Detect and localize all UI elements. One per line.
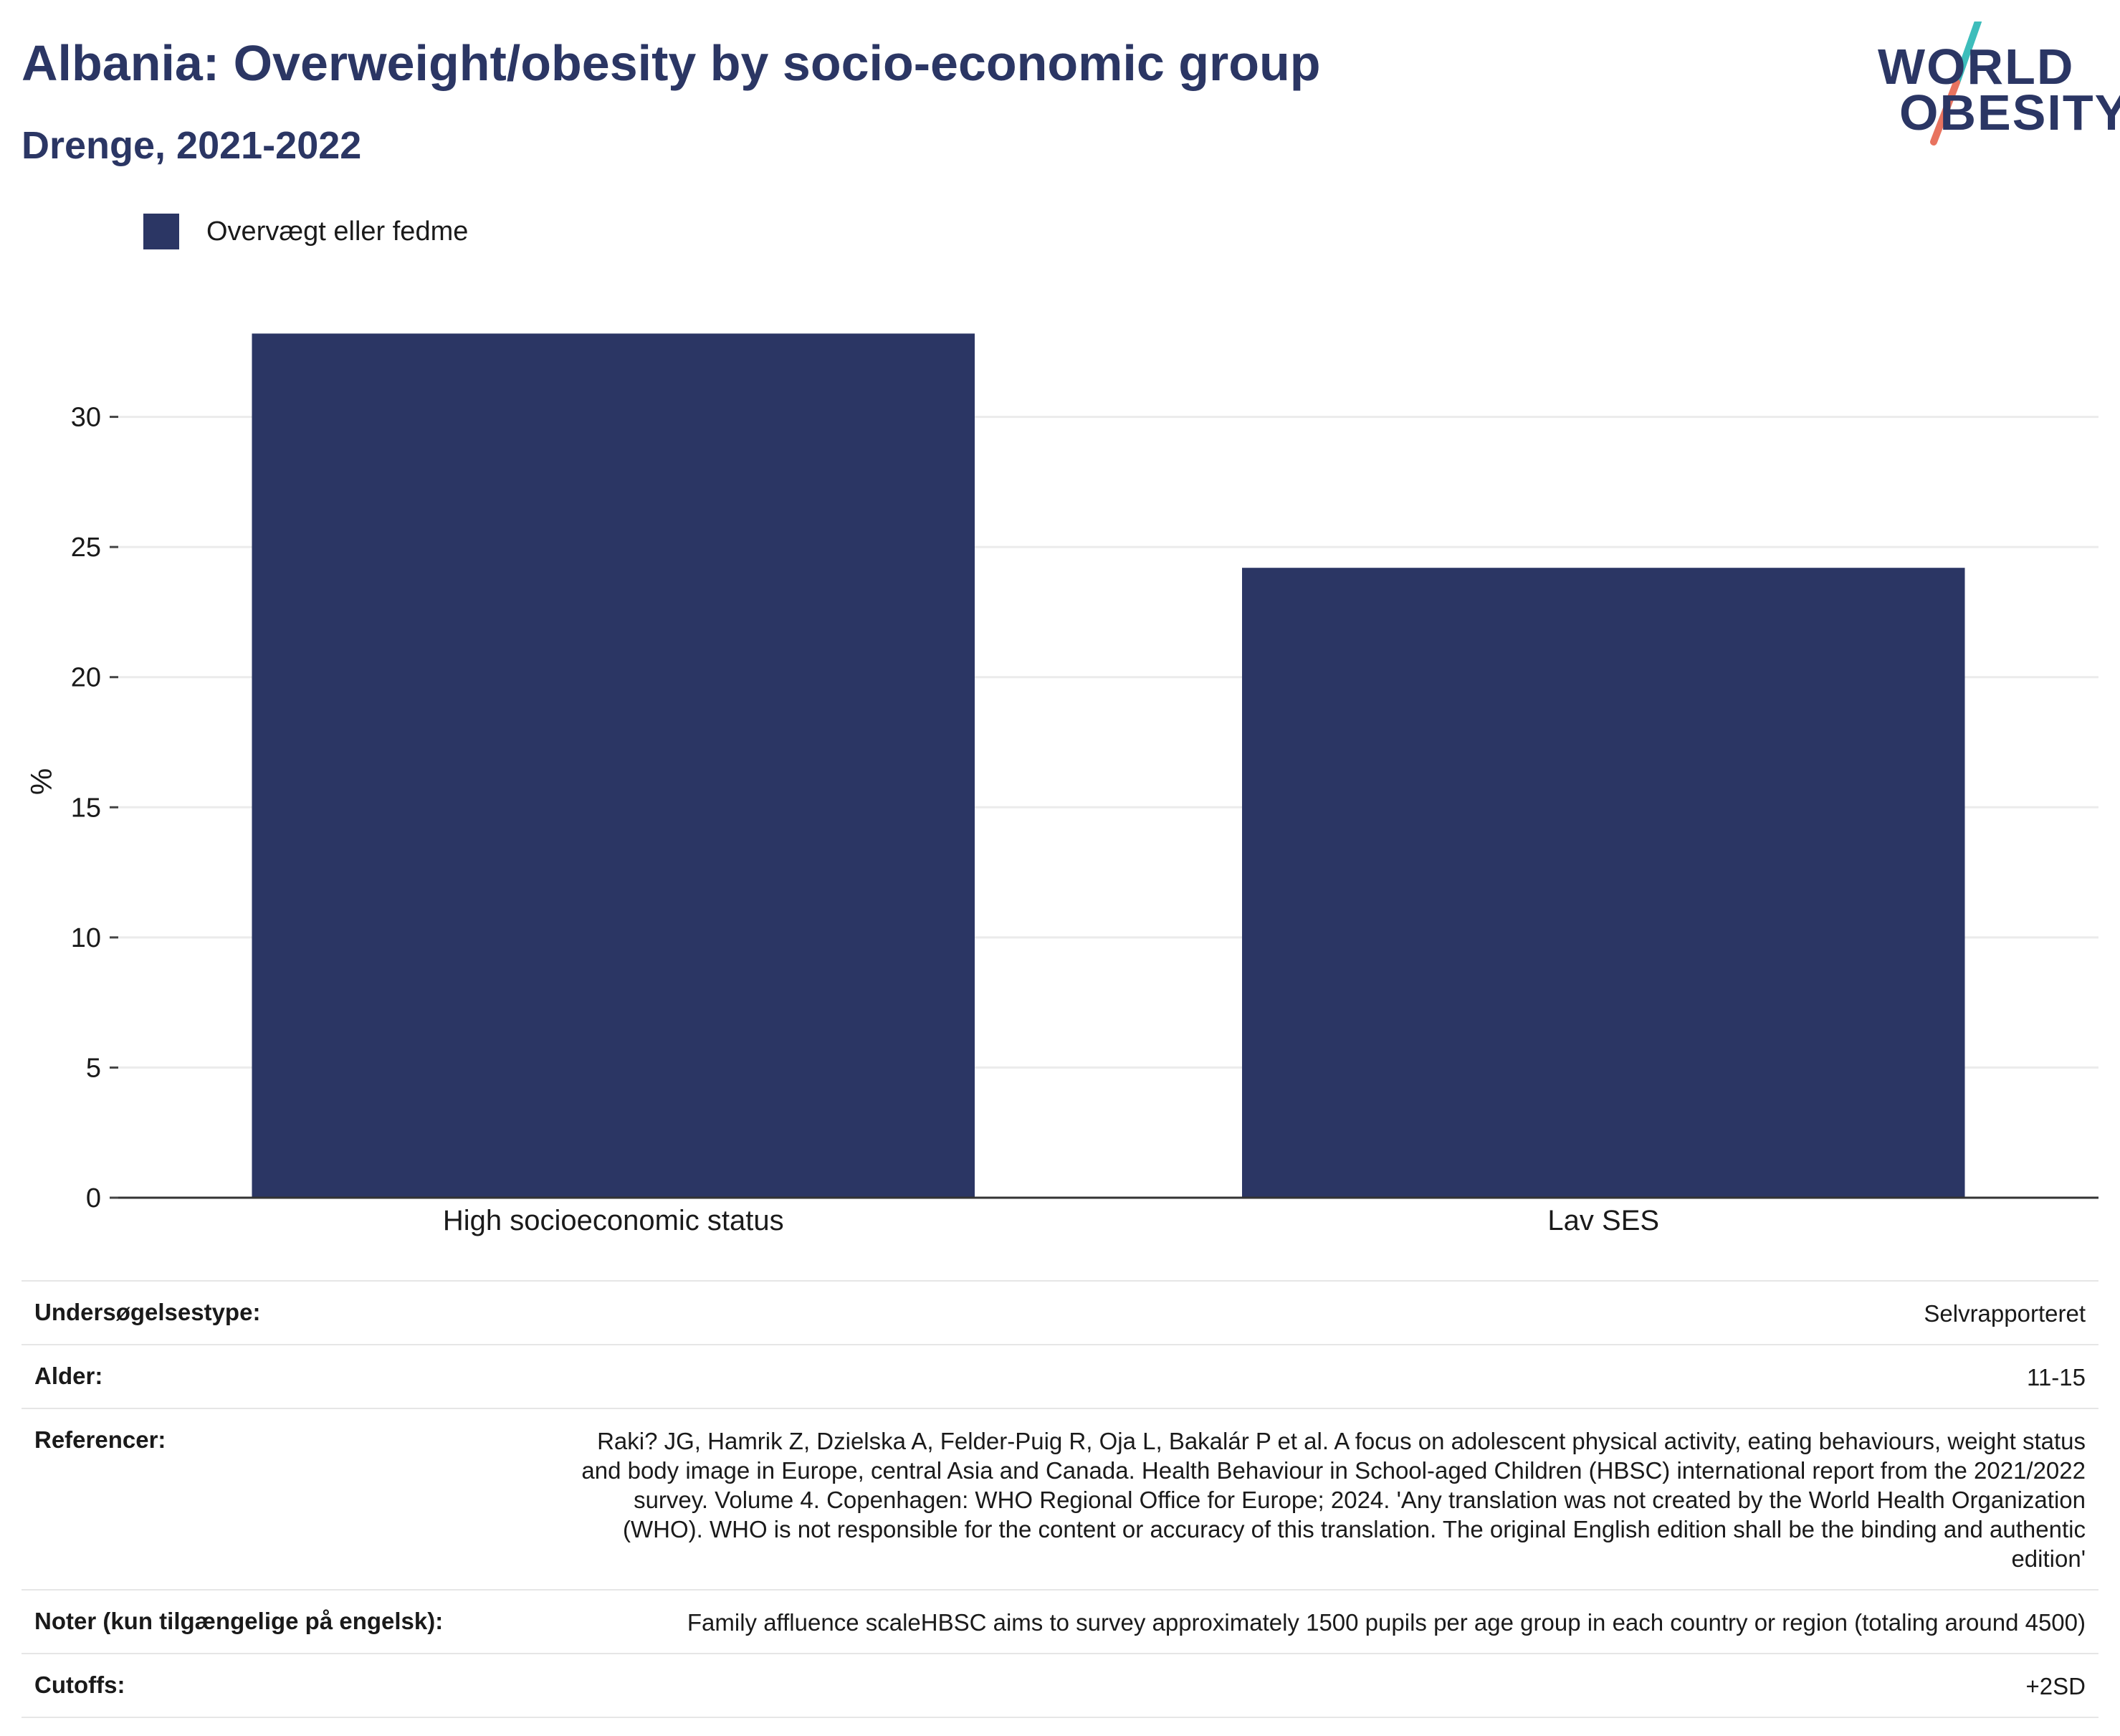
- y-tick-label: 25: [71, 533, 101, 563]
- legend-label: Overvægt eller fedme: [206, 216, 469, 247]
- legend-swatch: [143, 214, 179, 249]
- x-tick-label: Lav SES: [1547, 1205, 1659, 1236]
- metadata-key: Alder:: [34, 1363, 103, 1389]
- y-axis-label: %: [24, 768, 58, 795]
- world-obesity-logo: WORLD OBESITY: [1871, 22, 2120, 151]
- metadata-row: Noter (kun tilgængelige på engelsk): Fami…: [22, 1589, 2098, 1653]
- bar: [1242, 568, 1965, 1198]
- y-tick-label: 10: [71, 923, 101, 953]
- bar: [252, 333, 975, 1198]
- bar-chart: 0 5 10 15 20 25 30% High socioeconomic status La…: [24, 333, 2098, 1236]
- metadata-key: Referencer:: [34, 1426, 166, 1453]
- chart-title: Albania: Overweight/obesity by socio-eco…: [22, 35, 1321, 91]
- metadata-table: Undersøgelsestype: Selvrapporteret Alder: 1…: [22, 1280, 2098, 1718]
- y-tick-label: 20: [71, 663, 101, 693]
- metadata-value: Raki? JG, Hamrik Z, Dzielska A, Felder-P…: [581, 1428, 2086, 1572]
- metadata-key: Noter (kun tilgængelige på engelsk):: [34, 1608, 444, 1634]
- metadata-row: Cutoffs: +2SD: [22, 1653, 2098, 1718]
- chart-subtitle: Drenge, 2021-2022: [22, 124, 362, 167]
- metadata-value: Family affluence scaleHBSC aims to surve…: [687, 1609, 2086, 1636]
- metadata-key: Cutoffs:: [34, 1671, 125, 1698]
- logo-text-obesity: OBESITY: [1899, 85, 2120, 140]
- metadata-value: 11-15: [2027, 1364, 2086, 1391]
- y-tick-label: 15: [71, 793, 101, 823]
- metadata-key: Undersøgelsestype:: [34, 1299, 261, 1325]
- metadata-row: Undersøgelsestype: Selvrapporteret: [22, 1280, 2098, 1344]
- metadata-row: Referencer: Raki? JG, Hamrik Z, Dzielska …: [22, 1408, 2098, 1589]
- y-tick-label: 0: [86, 1183, 101, 1213]
- metadata-value: +2SD: [2025, 1673, 2086, 1699]
- metadata-row: Alder: 11-15: [22, 1344, 2098, 1408]
- metadata-value: Selvrapporteret: [1924, 1300, 2086, 1327]
- logo-slash-icon: [1930, 22, 1982, 146]
- y-tick-label: 30: [71, 403, 101, 433]
- y-tick-label: 5: [86, 1053, 101, 1083]
- logo-text-world: WORLD: [1878, 39, 2075, 95]
- legend: Overvægt eller fedme: [143, 214, 468, 249]
- x-tick-label: High socioeconomic status: [443, 1205, 784, 1236]
